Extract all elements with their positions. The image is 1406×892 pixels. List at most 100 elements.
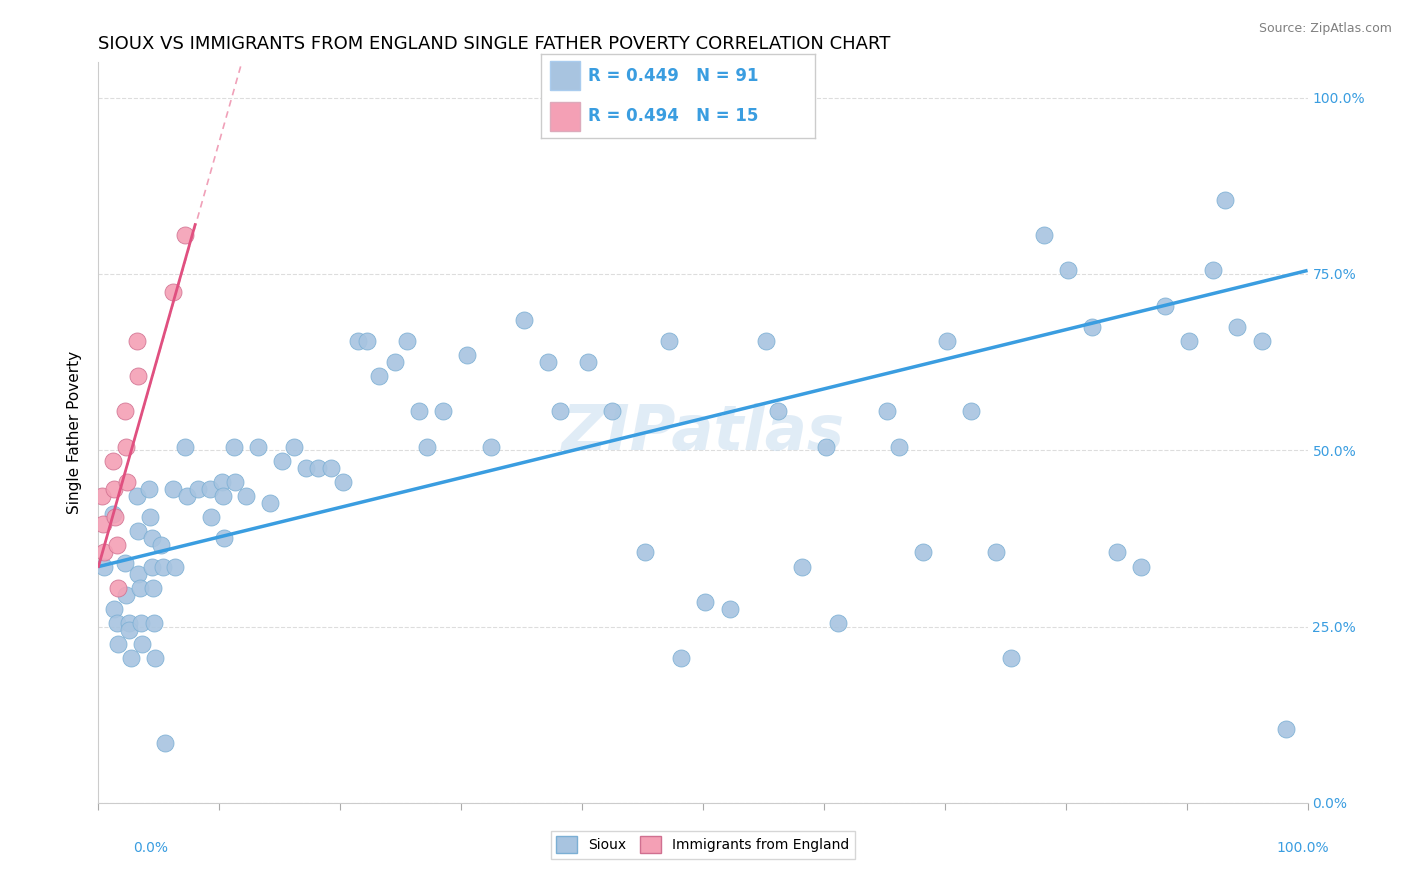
Point <box>1250 334 1272 348</box>
Point <box>127 334 149 348</box>
Point <box>658 334 681 348</box>
Point <box>960 404 983 418</box>
Point <box>115 588 138 602</box>
Point <box>117 475 139 489</box>
Point <box>259 496 281 510</box>
Point <box>1154 299 1177 313</box>
Point <box>200 510 222 524</box>
Point <box>115 440 138 454</box>
Y-axis label: Single Father Poverty: Single Father Poverty <box>67 351 83 514</box>
Bar <box>550 62 579 90</box>
Point <box>141 559 163 574</box>
Point <box>138 482 160 496</box>
Point <box>1129 559 1152 574</box>
Point <box>114 556 136 570</box>
Point <box>432 404 454 418</box>
Point <box>634 545 657 559</box>
Point <box>416 440 439 454</box>
Point <box>319 461 342 475</box>
Point <box>456 348 478 362</box>
Point <box>211 475 233 489</box>
Point <box>347 334 370 348</box>
Text: Source: ZipAtlas.com: Source: ZipAtlas.com <box>1258 22 1392 36</box>
Text: 100.0%: 100.0% <box>1277 841 1329 855</box>
Point <box>91 517 114 532</box>
Point <box>384 355 406 369</box>
Text: 0.0%: 0.0% <box>134 841 169 855</box>
Point <box>537 355 560 369</box>
Point <box>105 615 128 630</box>
Point <box>408 404 430 418</box>
Point <box>93 545 115 559</box>
Point <box>887 440 910 454</box>
Point <box>1226 319 1249 334</box>
Point <box>107 637 129 651</box>
Point <box>128 581 150 595</box>
Point <box>101 454 124 468</box>
Point <box>695 595 717 609</box>
Point <box>150 538 173 552</box>
Point <box>602 404 624 418</box>
Point <box>1105 545 1128 559</box>
Point <box>163 559 186 574</box>
Point <box>162 482 184 496</box>
Point <box>127 566 149 581</box>
Point <box>93 559 115 574</box>
Point <box>481 440 503 454</box>
Point <box>152 559 174 574</box>
Point <box>1081 319 1104 334</box>
Point <box>368 369 391 384</box>
Bar <box>550 102 579 130</box>
Point <box>1178 334 1201 348</box>
Point <box>766 404 789 418</box>
Point <box>513 313 536 327</box>
Point <box>222 440 245 454</box>
Legend: Sioux, Immigrants from England: Sioux, Immigrants from England <box>551 830 855 859</box>
Point <box>550 404 572 418</box>
Point <box>127 369 149 384</box>
Point <box>395 334 418 348</box>
Point <box>141 532 163 546</box>
Point <box>671 651 693 665</box>
Text: R = 0.449   N = 91: R = 0.449 N = 91 <box>588 67 758 85</box>
Point <box>162 285 184 299</box>
Point <box>187 482 209 496</box>
Point <box>107 581 129 595</box>
Point <box>876 404 898 418</box>
Point <box>127 524 149 539</box>
Point <box>174 228 197 243</box>
Point <box>912 545 935 559</box>
Point <box>120 651 142 665</box>
Point <box>118 623 141 637</box>
Point <box>792 559 814 574</box>
Point <box>271 454 294 468</box>
Point <box>143 615 166 630</box>
Point <box>936 334 959 348</box>
Point <box>1033 228 1056 243</box>
Point <box>153 736 176 750</box>
Point <box>129 615 152 630</box>
Point <box>1202 263 1225 277</box>
Point <box>143 651 166 665</box>
Point <box>1215 193 1237 207</box>
Point <box>131 637 153 651</box>
Point <box>718 602 741 616</box>
Text: ZIPatlas: ZIPatlas <box>561 402 845 463</box>
Point <box>212 532 235 546</box>
Point <box>174 440 197 454</box>
Point <box>142 581 165 595</box>
Point <box>118 615 141 630</box>
Point <box>103 602 125 616</box>
Text: R = 0.494   N = 15: R = 0.494 N = 15 <box>588 107 758 125</box>
Text: SIOUX VS IMMIGRANTS FROM ENGLAND SINGLE FATHER POVERTY CORRELATION CHART: SIOUX VS IMMIGRANTS FROM ENGLAND SINGLE … <box>98 35 891 53</box>
Point <box>827 615 849 630</box>
Point <box>103 482 125 496</box>
Point <box>105 538 128 552</box>
Point <box>1275 722 1298 736</box>
Point <box>815 440 838 454</box>
Point <box>755 334 778 348</box>
Point <box>104 510 127 524</box>
Point <box>1057 263 1080 277</box>
Point <box>332 475 354 489</box>
Point <box>1000 651 1022 665</box>
